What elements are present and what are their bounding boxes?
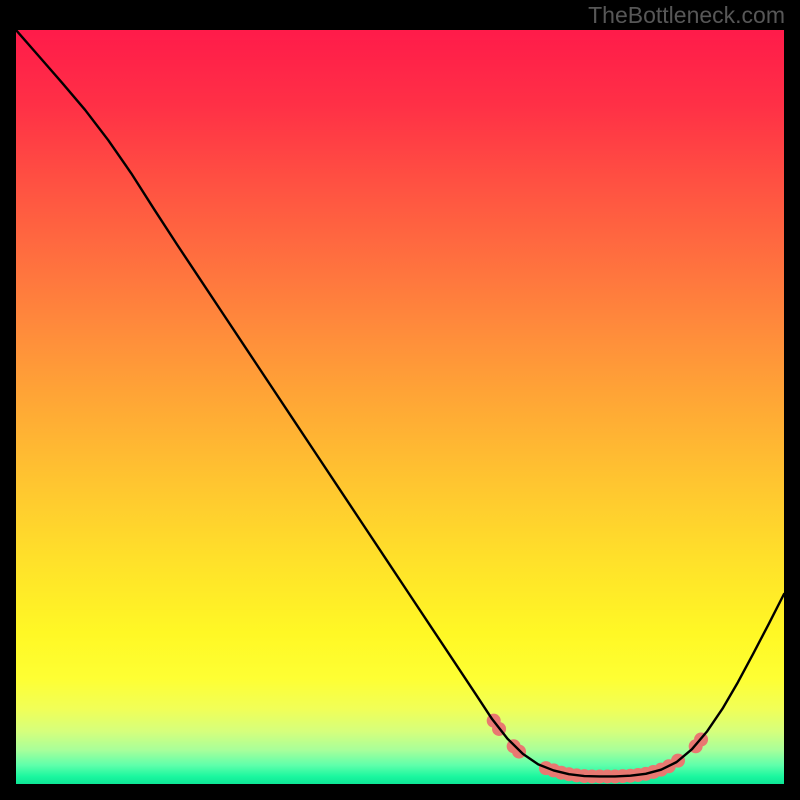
- curve-markers: [487, 714, 708, 784]
- chart-plot-area: [16, 30, 784, 784]
- attribution-label: TheBottleneck.com: [588, 2, 785, 29]
- chart-overlay-svg: [16, 30, 784, 784]
- bottleneck-curve: [16, 30, 784, 776]
- chart-outer-frame: TheBottleneck.com: [0, 0, 800, 800]
